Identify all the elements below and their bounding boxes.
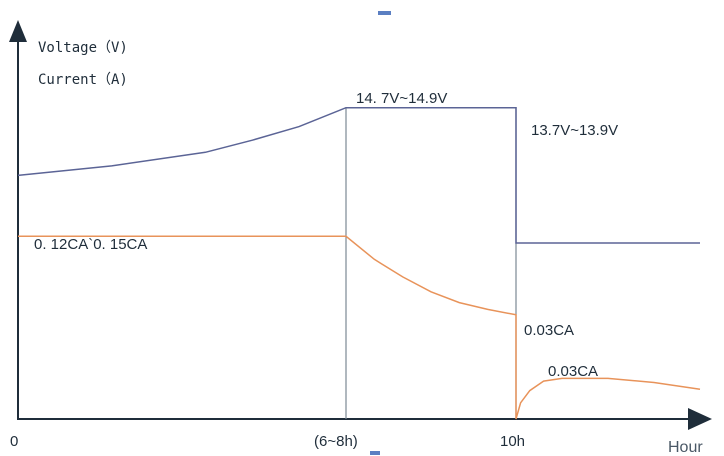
annotation-float-current: 0.03CA bbox=[548, 363, 598, 380]
voltage-curve bbox=[17, 106, 700, 244]
y-axis-arrow bbox=[9, 20, 27, 42]
ylabel-voltage: Voltage（V) bbox=[38, 40, 128, 56]
current-curve bbox=[18, 235, 701, 420]
annotation-float-voltage: 13.7V~13.9V bbox=[531, 122, 618, 139]
x-tick-label-0: 0 bbox=[10, 433, 18, 450]
annotation-end-current: 0.03CA bbox=[524, 322, 574, 339]
x-axis-label: Hour bbox=[668, 439, 703, 456]
annotation-constant-current: 0. 12CA`0. 15CA bbox=[34, 236, 147, 253]
x-axis-arrow bbox=[688, 408, 712, 430]
annotation-charge-voltage: 14. 7V~14.9V bbox=[356, 90, 447, 107]
x-tick-label-1: (6~8h) bbox=[314, 433, 358, 450]
top-marker bbox=[378, 11, 391, 15]
x-tick-label-2: 10h bbox=[500, 433, 525, 450]
bottom-marker bbox=[370, 451, 380, 455]
ylabel-current: Current（A) bbox=[38, 72, 128, 88]
